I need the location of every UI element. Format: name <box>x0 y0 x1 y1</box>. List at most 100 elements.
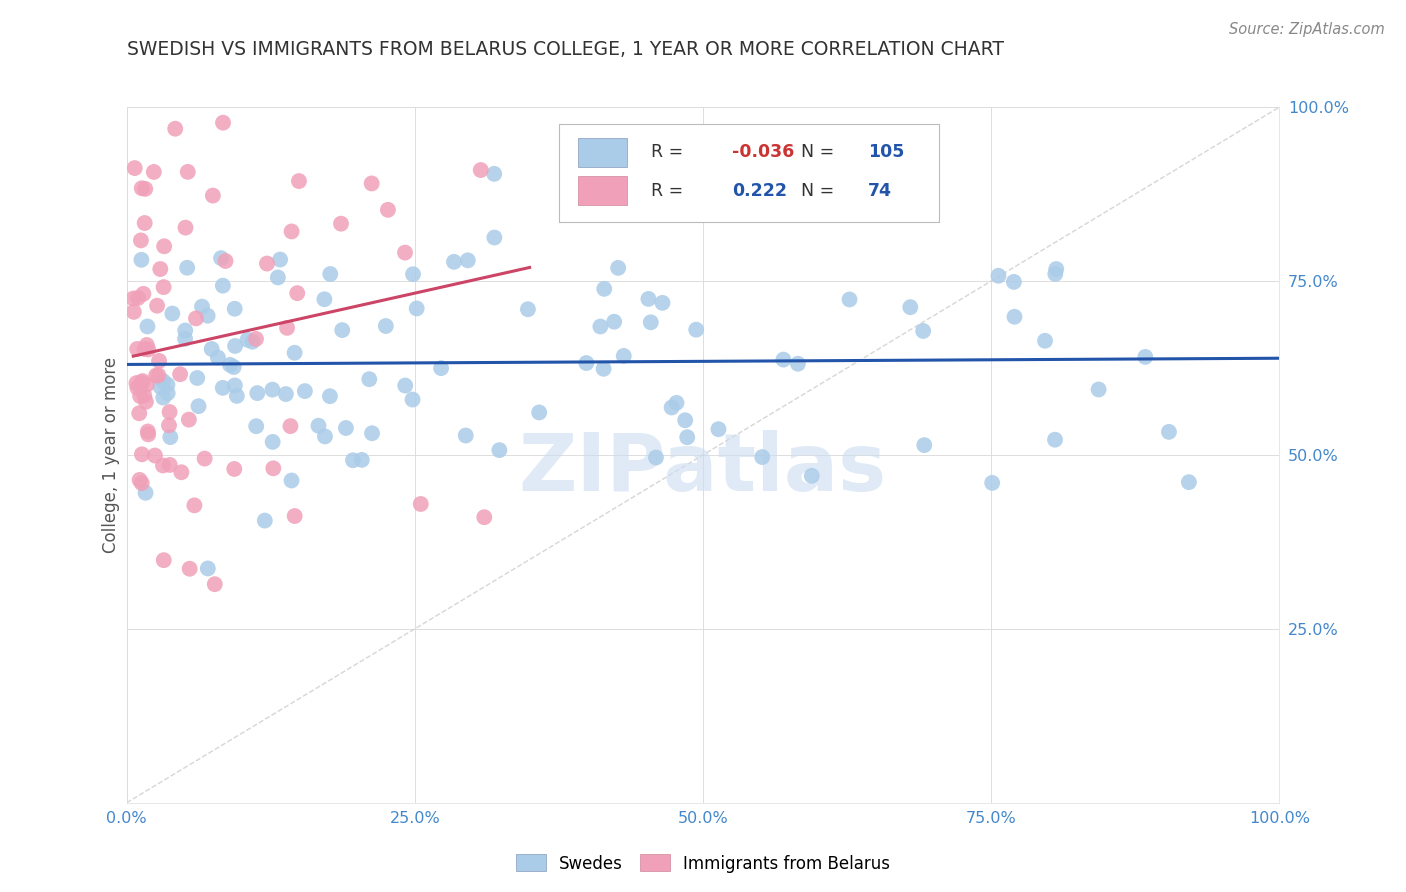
Point <box>330 217 353 231</box>
Text: Source: ZipAtlas.com: Source: ZipAtlas.com <box>1229 22 1385 37</box>
Point <box>262 383 284 397</box>
Point <box>222 359 245 374</box>
Text: 105: 105 <box>868 144 904 161</box>
Point <box>1178 475 1201 490</box>
Point <box>607 260 630 275</box>
Point <box>1045 262 1067 277</box>
Point <box>122 305 145 319</box>
Point <box>751 450 773 464</box>
Point <box>157 418 180 433</box>
Point <box>197 309 219 323</box>
Point <box>394 378 416 392</box>
Point <box>176 260 198 275</box>
Point <box>129 389 152 403</box>
Point <box>484 167 506 181</box>
Point <box>1157 425 1180 439</box>
Point <box>527 405 550 419</box>
Point <box>516 302 538 317</box>
Point <box>134 388 156 402</box>
Point <box>148 354 170 368</box>
Bar <box>578 176 627 205</box>
Point <box>307 418 329 433</box>
Point <box>593 282 616 296</box>
Text: N =: N = <box>801 144 834 161</box>
Point <box>484 230 506 244</box>
Point <box>165 121 187 136</box>
Bar <box>578 137 627 167</box>
Point <box>186 371 208 385</box>
Point <box>127 381 149 395</box>
Point <box>284 509 307 524</box>
Point <box>613 349 636 363</box>
Point <box>159 458 181 472</box>
Point <box>143 449 166 463</box>
Point <box>276 321 298 335</box>
Point <box>342 453 364 467</box>
Point <box>262 434 284 449</box>
Point <box>394 245 416 260</box>
Point <box>405 301 427 316</box>
Point <box>1004 310 1026 324</box>
Point <box>197 561 219 575</box>
Point <box>912 438 935 452</box>
Point <box>129 233 152 247</box>
Point <box>280 474 302 488</box>
Point <box>134 342 156 356</box>
Point <box>184 311 207 326</box>
Point <box>128 406 150 420</box>
Point <box>575 356 598 370</box>
Point <box>135 338 157 352</box>
Point <box>285 286 308 301</box>
Text: R =: R = <box>651 182 683 200</box>
Point <box>1045 267 1067 281</box>
Point <box>673 413 696 427</box>
Point <box>294 384 316 398</box>
Point <box>187 399 209 413</box>
Point <box>314 292 336 306</box>
Point <box>284 345 307 359</box>
Point <box>174 324 197 338</box>
Point <box>174 332 197 346</box>
Point <box>665 396 688 410</box>
Point <box>214 254 236 268</box>
Text: N =: N = <box>801 182 834 200</box>
Point <box>156 377 179 392</box>
Point <box>981 475 1004 490</box>
Point <box>454 428 477 442</box>
Point <box>267 270 290 285</box>
Point <box>280 419 302 434</box>
Point <box>245 419 267 434</box>
Point <box>177 412 200 426</box>
Point <box>170 465 193 479</box>
Point <box>152 280 174 294</box>
Point <box>152 458 174 473</box>
Point <box>772 352 794 367</box>
Point <box>488 443 510 458</box>
Point <box>280 224 302 238</box>
Point <box>224 339 246 353</box>
Point <box>314 429 336 443</box>
Point <box>204 577 226 591</box>
Point <box>236 333 259 347</box>
Point <box>685 323 707 337</box>
Point <box>135 394 157 409</box>
Point <box>212 278 235 293</box>
Point <box>676 430 699 444</box>
Point <box>1033 334 1056 348</box>
Point <box>472 510 495 524</box>
Point <box>596 153 619 167</box>
Point <box>269 252 291 267</box>
Point <box>592 361 614 376</box>
Point <box>127 291 149 305</box>
Point <box>402 267 425 281</box>
Point <box>153 239 176 253</box>
Text: 74: 74 <box>868 182 891 200</box>
Point <box>132 286 155 301</box>
Point <box>142 165 165 179</box>
FancyBboxPatch shape <box>558 124 939 222</box>
Point <box>219 358 242 372</box>
Point <box>360 177 382 191</box>
Point <box>209 251 232 265</box>
Point <box>350 453 373 467</box>
Point <box>152 374 174 388</box>
